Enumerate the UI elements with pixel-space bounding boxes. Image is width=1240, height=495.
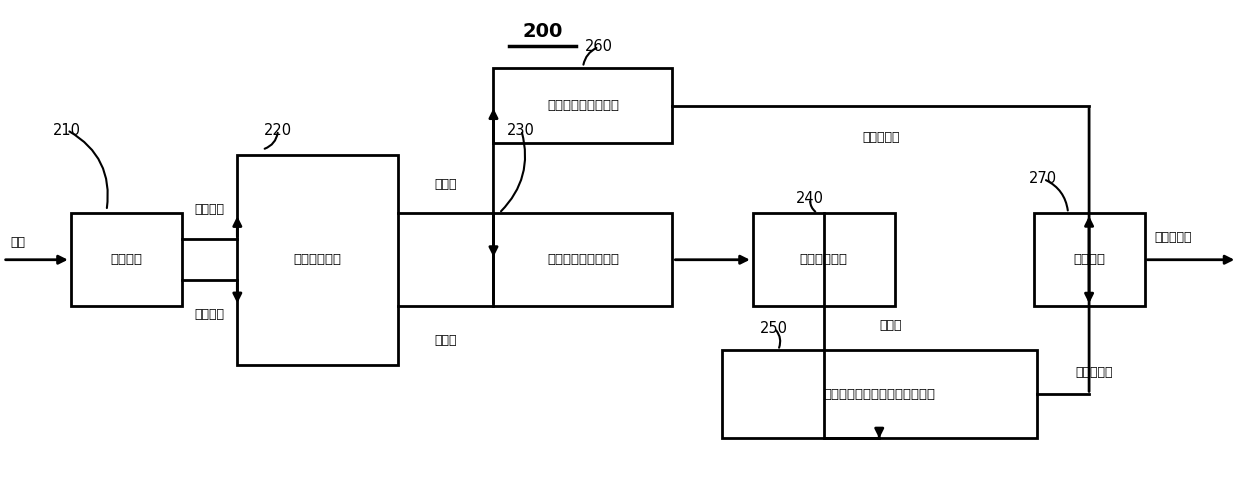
Text: 耦合模块: 耦合模块 <box>1073 253 1105 266</box>
Text: 外差干涉光: 外差干涉光 <box>1154 231 1192 244</box>
Text: 聚焦扫描模块: 聚焦扫描模块 <box>800 253 848 266</box>
Text: 200: 200 <box>522 22 563 42</box>
Bar <box>722 350 1037 439</box>
Text: 原参考光: 原参考光 <box>195 308 224 321</box>
Text: 分光模块: 分光模块 <box>110 253 143 266</box>
Text: 样品信息光: 样品信息光 <box>1075 366 1112 379</box>
Bar <box>494 213 672 306</box>
Bar <box>71 213 182 306</box>
Text: 孔径型扫描近场光学显微镜装置: 孔径型扫描近场光学显微镜装置 <box>823 388 935 401</box>
Bar <box>753 213 895 306</box>
Text: 230: 230 <box>507 123 536 138</box>
Text: 220: 220 <box>264 123 293 138</box>
Text: 测量光偏振控制装置: 测量光偏振控制装置 <box>547 253 619 266</box>
Bar <box>237 154 398 365</box>
Bar <box>1033 213 1145 306</box>
Text: 210: 210 <box>53 123 81 138</box>
Text: 测量光: 测量光 <box>434 178 456 191</box>
Text: 270: 270 <box>1029 171 1058 187</box>
Text: 激光: 激光 <box>10 236 25 249</box>
Text: 260: 260 <box>585 39 613 54</box>
Text: 原测量光: 原测量光 <box>195 203 224 216</box>
Text: 偏振补偿光: 偏振补偿光 <box>862 131 899 144</box>
Text: 照明光: 照明光 <box>879 319 901 332</box>
Text: 240: 240 <box>796 191 825 206</box>
Text: 参考光: 参考光 <box>434 334 456 347</box>
Text: 250: 250 <box>760 321 789 336</box>
Text: 参考光偏振补偿装置: 参考光偏振补偿装置 <box>547 99 619 112</box>
Bar <box>494 68 672 144</box>
Text: 差频生成装置: 差频生成装置 <box>294 253 341 266</box>
